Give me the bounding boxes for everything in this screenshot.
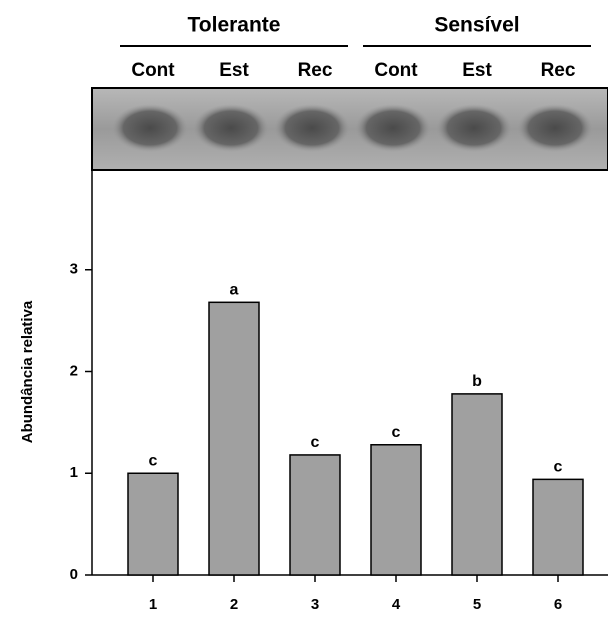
group-label: Sensível — [434, 14, 519, 37]
chart: Abundância relativa Tolerante Cont Est Rec S… — [0, 0, 608, 617]
y-tick-label: 0 — [70, 566, 78, 583]
y-tick-label: 3 — [70, 261, 78, 278]
bar — [371, 445, 421, 575]
lane-label: Cont — [374, 60, 418, 81]
bar — [128, 473, 178, 575]
x-tick-label: 1 — [149, 596, 157, 613]
x-tick-label: 2 — [230, 596, 238, 613]
y-axis-label: Abundância relativa — [19, 300, 36, 443]
bar — [209, 302, 259, 575]
y-tick-label: 2 — [70, 362, 78, 379]
gel-band — [193, 104, 269, 152]
significance-letter: b — [472, 373, 482, 390]
gel-band — [112, 104, 188, 152]
bar — [290, 455, 340, 575]
group-label: Tolerante — [188, 14, 281, 37]
x-tick-label: 3 — [311, 596, 319, 613]
lane-label: Cont — [131, 60, 175, 81]
x-tick-label: 5 — [473, 596, 481, 613]
significance-letter: c — [311, 434, 320, 451]
lane-label: Est — [462, 60, 492, 81]
significance-letter: a — [230, 282, 239, 299]
bar — [452, 394, 502, 575]
gel-band — [517, 104, 593, 152]
y-tick-label: 1 — [70, 464, 78, 481]
lane-label: Est — [219, 60, 249, 81]
lane-label: Rec — [298, 60, 333, 81]
significance-letter: c — [554, 459, 563, 476]
gel-band — [274, 104, 350, 152]
lane-label: Rec — [541, 60, 576, 81]
x-tick-label: 4 — [392, 596, 401, 613]
gel-band — [436, 104, 512, 152]
x-tick-label: 6 — [554, 596, 562, 613]
gel-band — [355, 104, 431, 152]
significance-letter: c — [392, 424, 401, 441]
significance-letter: c — [149, 452, 158, 469]
bar — [533, 479, 583, 575]
